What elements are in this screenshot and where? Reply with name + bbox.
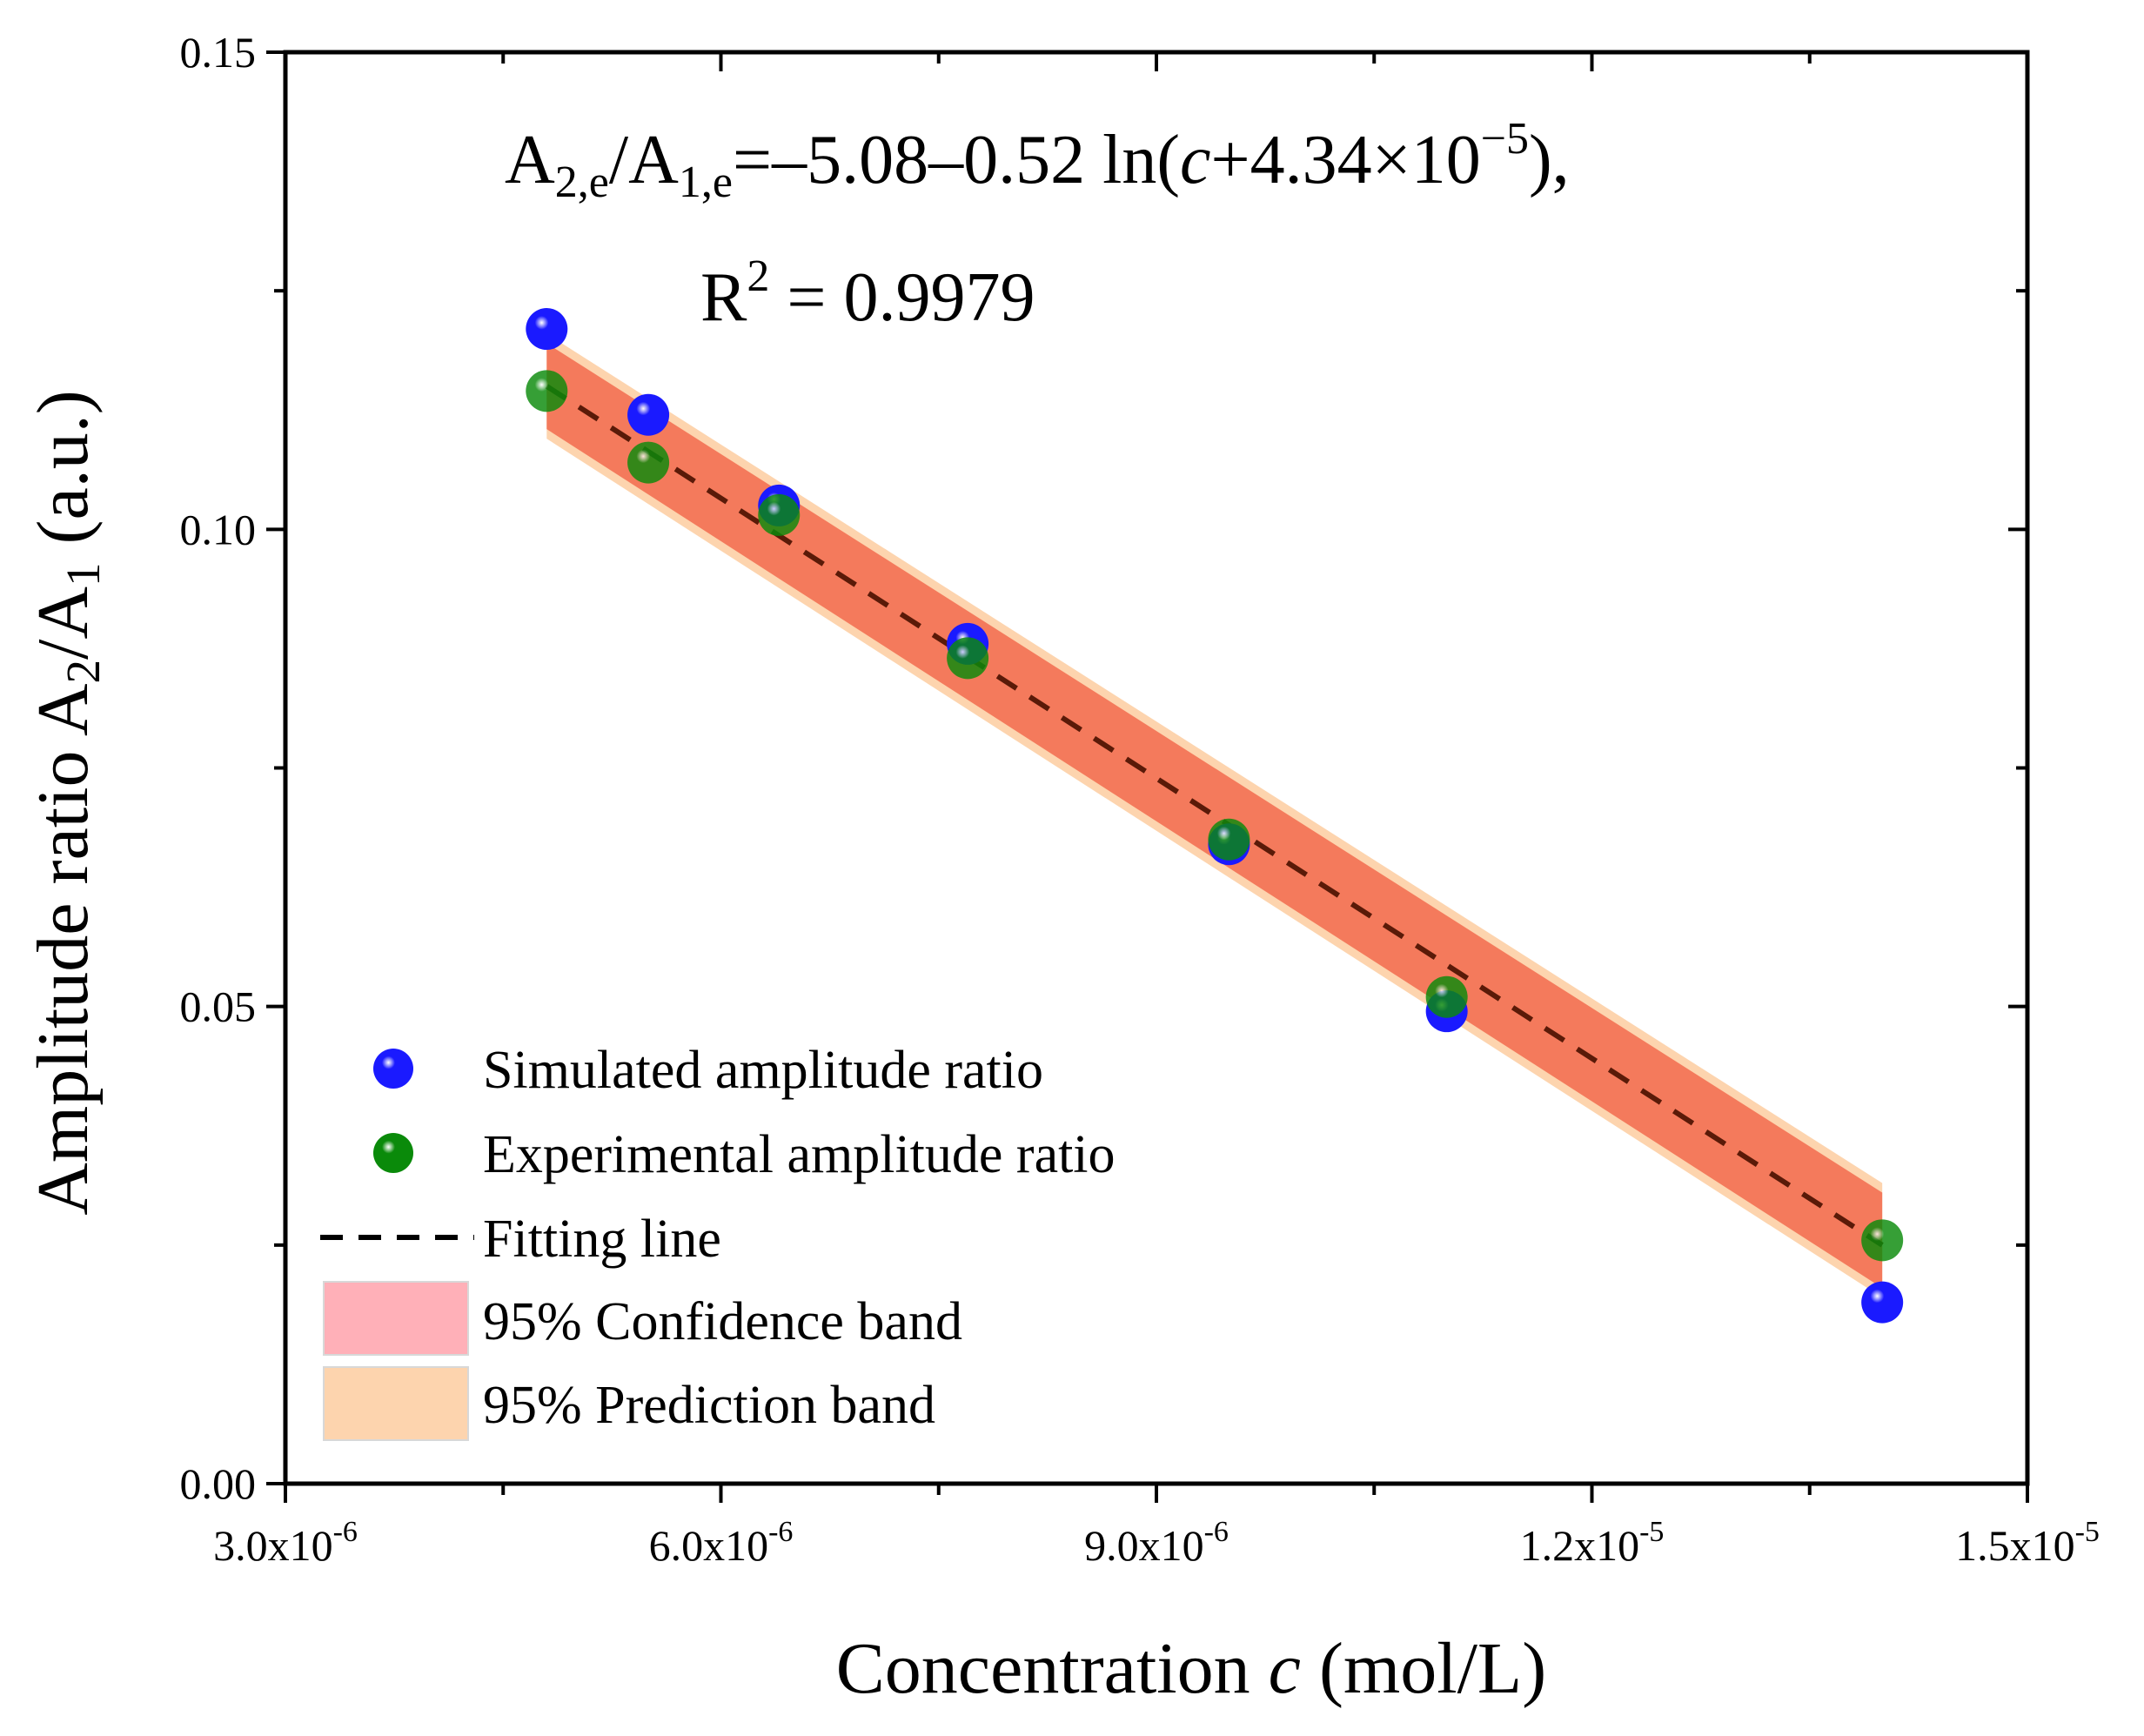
x-tick-label: 6.0x10-6 bbox=[649, 1516, 794, 1570]
x-tick-label: 1.5x10-5 bbox=[1955, 1516, 2100, 1570]
eq-a: A bbox=[505, 122, 555, 198]
eq-plus: +4.34×10 bbox=[1210, 122, 1480, 198]
fit-equation: A2,e/A1,e=–5.08–0.52 ln(c+4.34×10−5), R2… bbox=[505, 114, 1570, 336]
legend-prediction-swatch bbox=[323, 1366, 469, 1441]
y-axis-title-main: Amplitude ratio A bbox=[23, 683, 104, 1216]
legend-confidence-swatch bbox=[323, 1281, 469, 1356]
legend-label-simulated: Simulated amplitude ratio bbox=[483, 1041, 1043, 1100]
bands-layer bbox=[546, 333, 1883, 1298]
confidence-band bbox=[546, 343, 1883, 1289]
eq-tail: ), bbox=[1529, 122, 1570, 198]
y-axis-title-sub2: 1 bbox=[57, 562, 110, 586]
eq-exp: −5 bbox=[1481, 114, 1529, 164]
x-tick-exponent: -6 bbox=[1204, 1516, 1229, 1548]
legend-label-fit: Fitting line bbox=[483, 1210, 721, 1269]
eq-variable: c bbox=[1180, 122, 1211, 198]
simulated-point bbox=[627, 393, 670, 436]
x-tick-mantissa: 9.0x10 bbox=[1084, 1521, 1204, 1570]
experimental-point bbox=[1425, 975, 1468, 1018]
eq-slash: /A bbox=[609, 122, 679, 198]
x-tick-exponent: -6 bbox=[768, 1516, 793, 1548]
x-tick-mantissa: 6.0x10 bbox=[649, 1521, 769, 1570]
y-axis-title-text: Amplitude ratio A2/A1 (a.u.) bbox=[23, 390, 110, 1216]
experimental-point bbox=[627, 441, 670, 484]
x-tick-mantissa: 1.2x10 bbox=[1520, 1521, 1640, 1570]
points-layer bbox=[526, 308, 1904, 1324]
eq-r2-exp: 2 bbox=[747, 251, 769, 301]
experimental-point bbox=[947, 637, 989, 680]
legend-marker-experimental bbox=[373, 1133, 413, 1173]
x-tick-exponent: -5 bbox=[2075, 1516, 2100, 1548]
x-axis-title: Concentration c (mol/L) bbox=[836, 1628, 1546, 1709]
y-axis-title: Amplitude ratio A2/A1 (a.u.) bbox=[23, 390, 110, 1216]
y-tick-label: 0.10 bbox=[180, 505, 257, 553]
fit-line bbox=[545, 384, 1884, 1248]
y-axis-title-unit: (a.u.) bbox=[23, 390, 104, 562]
y-axis-title-slash: /A bbox=[23, 586, 104, 660]
eq-r2-value: = 0.9979 bbox=[769, 259, 1035, 336]
y-axis-title-sub1: 2 bbox=[57, 660, 110, 684]
fit-layer bbox=[545, 384, 1884, 1248]
eq-b-sub: 1,e bbox=[679, 158, 733, 207]
experimental-point bbox=[1861, 1219, 1904, 1262]
legend: Simulated amplitude ratio Experimental am… bbox=[320, 1041, 1116, 1441]
experimental-point bbox=[1208, 818, 1250, 861]
x-axis-title-variable: c bbox=[1269, 1628, 1301, 1709]
y-tick-label: 0.05 bbox=[180, 982, 257, 1031]
simulated-point bbox=[1861, 1281, 1904, 1324]
fit-equation-r2: R2 = 0.9979 bbox=[700, 251, 1035, 336]
x-axis-title-unit: (mol/L) bbox=[1301, 1628, 1546, 1709]
ticks-layer: 3.0x10-6 6.0x10-6 9.0x10-6 1.2x10-5 1.5x10-5… bbox=[180, 28, 2100, 1570]
experimental-point bbox=[758, 493, 801, 536]
x-tick-exponent: -6 bbox=[333, 1516, 358, 1548]
experimental-point bbox=[526, 370, 568, 412]
y-tick-label: 0.15 bbox=[180, 28, 257, 77]
legend-marker-simulated bbox=[373, 1049, 413, 1089]
fit-equation-line1: A2,e/A1,e=–5.08–0.52 ln(c+4.34×10−5), bbox=[505, 114, 1570, 207]
x-tick-label: 9.0x10-6 bbox=[1084, 1516, 1229, 1570]
eq-a-sub: 2,e bbox=[555, 158, 609, 207]
legend-label-experimental: Experimental amplitude ratio bbox=[483, 1125, 1116, 1184]
simulated-point bbox=[526, 308, 568, 351]
x-tick-exponent: -5 bbox=[1639, 1516, 1664, 1548]
x-tick-mantissa: 3.0x10 bbox=[213, 1521, 333, 1570]
y-tick-label: 0.00 bbox=[180, 1459, 257, 1508]
eq-rhs: =–5.08–0.52 ln( bbox=[733, 122, 1180, 198]
x-tick-label: 3.0x10-6 bbox=[213, 1516, 358, 1570]
legend-label-prediction: 95% Prediction band bbox=[483, 1376, 935, 1435]
eq-r2-prefix: R bbox=[700, 259, 747, 336]
legend-label-confidence: 95% Confidence band bbox=[483, 1292, 962, 1351]
x-axis-title-prefix: Concentration bbox=[836, 1628, 1269, 1709]
x-tick-mantissa: 1.5x10 bbox=[1955, 1521, 2075, 1570]
x-tick-label: 1.2x10-5 bbox=[1520, 1516, 1665, 1570]
